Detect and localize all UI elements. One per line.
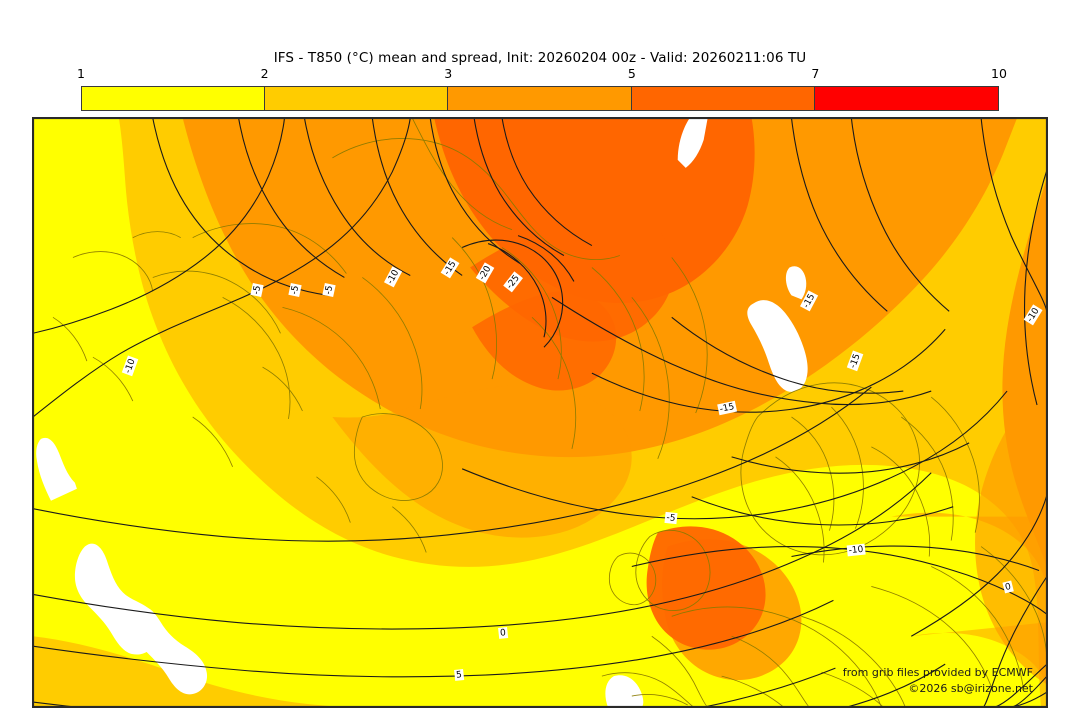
map-panel[interactable]: -10 -5 -5 -5 -10 -15 -20 -25 -15 -15 -15 -10 -5 -10 0 0…	[32, 117, 1048, 708]
contour-label: 0	[498, 627, 508, 639]
nodata-blob-2	[130, 606, 208, 695]
colorbar-segment-5-7	[631, 87, 815, 110]
field-band-5-7-c	[472, 291, 617, 391]
contour-rightedge-a	[982, 576, 1047, 707]
colorbar-segment-2-3	[265, 87, 449, 110]
contour--25-a	[501, 118, 593, 247]
contour-0-right	[910, 494, 1047, 637]
contour-scandi-a	[731, 442, 970, 474]
colorbar-tick-labels: 1 2 3 5 7 10	[77, 65, 1007, 83]
contour--15-b	[671, 316, 904, 394]
contour--5-rightlow	[994, 663, 1047, 707]
contour-greenland-a	[461, 239, 564, 348]
colorbar-tick-7: 7	[811, 66, 820, 81]
contour-greenland-c	[517, 235, 575, 282]
contour--5-c	[238, 118, 345, 278]
field-band-3-5-se	[911, 622, 1047, 693]
nodata-blob-lowmid	[605, 675, 644, 707]
contour--15-right-b	[850, 118, 950, 312]
contour-label: 5	[454, 669, 464, 681]
colorbar-tick-3: 3	[444, 66, 453, 81]
nodata-blob-3	[36, 437, 77, 501]
colorbar-tick-2: 2	[260, 66, 269, 81]
field-band-3-5-east	[891, 512, 1047, 597]
contour--10-right-b	[1023, 169, 1047, 406]
nodata-blob-nsea	[747, 300, 808, 392]
contour--15-wavy	[591, 328, 946, 413]
contour-greenland-b	[487, 243, 547, 338]
contour--5-a	[33, 118, 286, 334]
contour--10-left	[33, 118, 411, 418]
contour-0-main	[33, 472, 932, 630]
field-band-3-5-mid	[332, 384, 632, 538]
credit-copyright: ©2026 sb@irizone.net	[908, 682, 1033, 695]
contour--5-b	[152, 118, 329, 296]
contour--5-europe	[461, 390, 1008, 520]
page-title: IFS - T850 (°C) mean and spread, Init: 2…	[273, 50, 807, 66]
contour--20-a	[473, 118, 565, 257]
contour--15-main	[551, 296, 932, 406]
contour--10-right	[980, 118, 1047, 314]
contour--10-europe	[33, 386, 872, 542]
coastlines	[52, 118, 1047, 707]
colorbar-segment-1-2	[82, 87, 266, 110]
contour-scandi-b	[691, 496, 954, 526]
spread-colorbar	[81, 86, 999, 111]
contour-label: -5	[664, 511, 678, 525]
map-border	[33, 118, 1047, 707]
nodata-blob-greenland	[677, 118, 708, 168]
colorbar-segment-7-10	[814, 87, 998, 110]
colorbar-container: 1 2 3 5 7 10	[77, 66, 1007, 111]
contour--15-right	[790, 118, 888, 312]
nodata-blob-nsea2	[785, 266, 807, 300]
contour--5-d	[303, 118, 411, 276]
contour--10-b	[371, 118, 463, 276]
contour--10-europe-b	[791, 545, 1040, 571]
credit-source: from grib files provided by ECMWF	[842, 666, 1033, 679]
colorbar-segment-3-5	[448, 87, 632, 110]
colorbar-tick-5: 5	[627, 66, 636, 81]
contour-label: -10	[846, 543, 866, 557]
map-canvas	[33, 118, 1047, 707]
contour-lines	[33, 118, 1047, 707]
colorbar-tick-1: 1	[77, 66, 85, 81]
contour-15-bottom	[551, 663, 946, 707]
field-band-2-3-lower	[33, 636, 353, 707]
colorbar-tick-10: 10	[991, 66, 1007, 81]
